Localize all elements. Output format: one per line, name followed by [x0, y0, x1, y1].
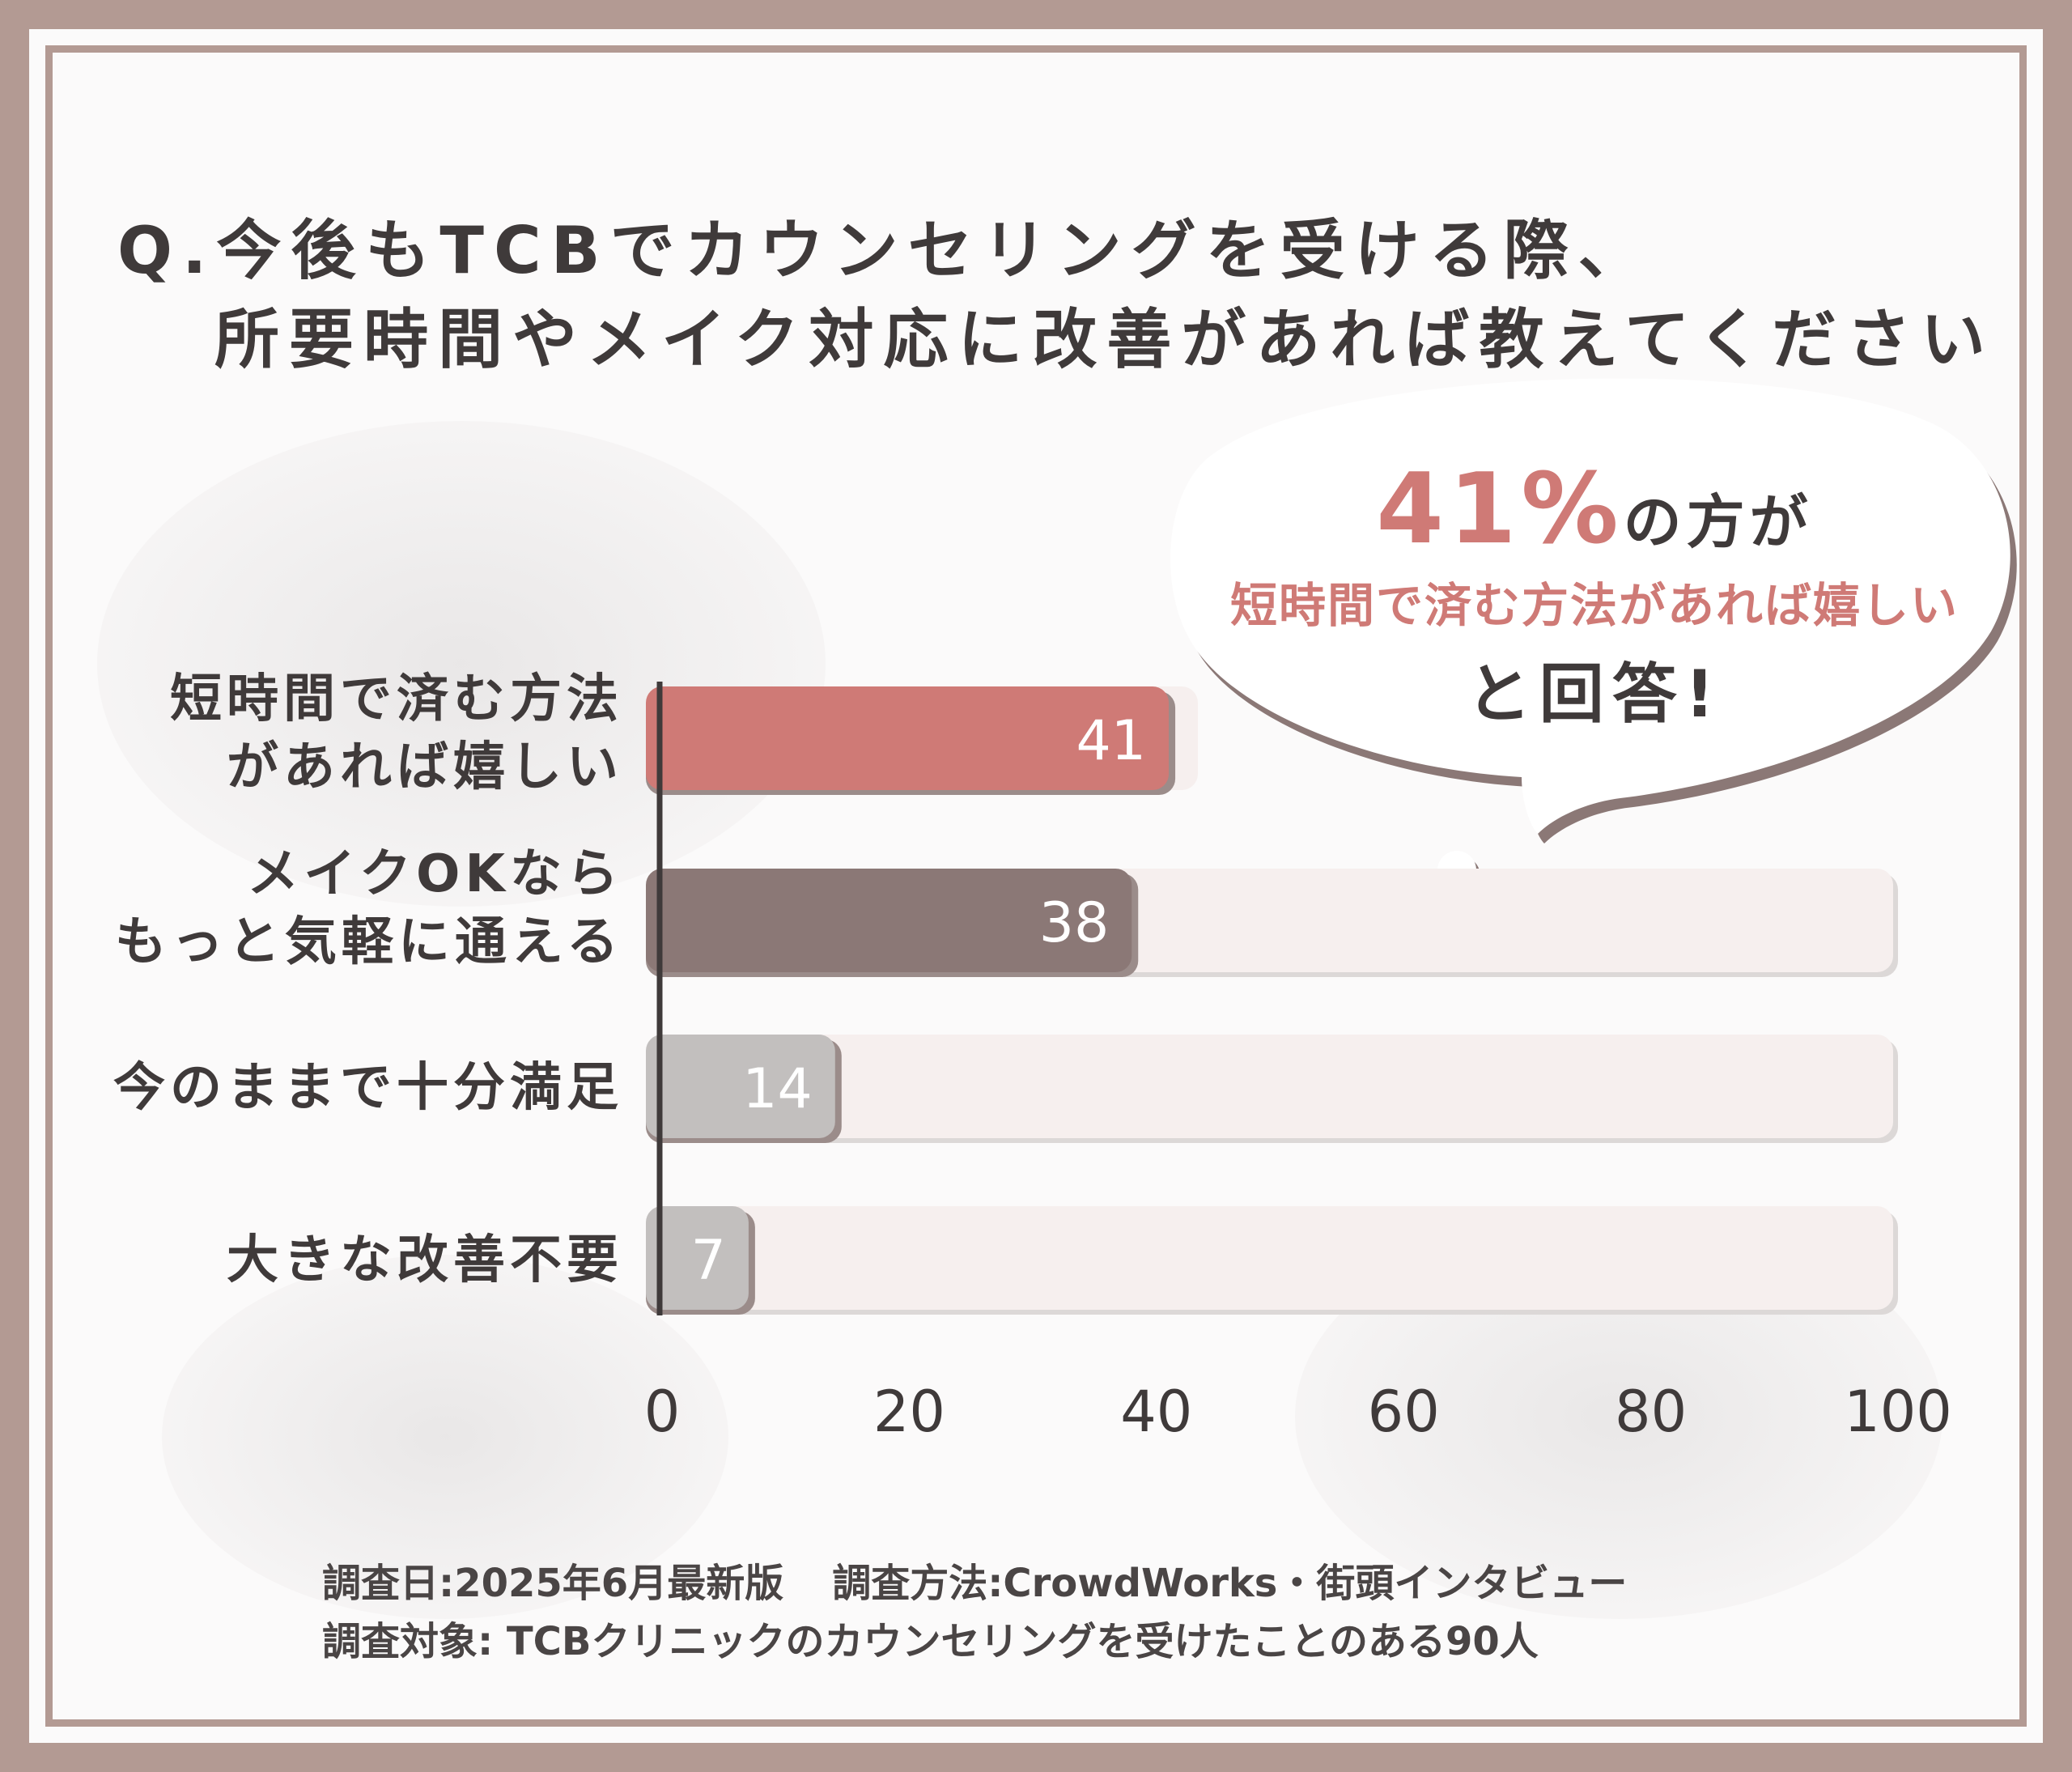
x-tick-label: 20	[873, 1379, 945, 1445]
bar	[646, 1035, 835, 1138]
question-title-line2: 所要時間やメイク対応に改善があれば教えてください	[214, 302, 1995, 377]
bar-track	[662, 1206, 1893, 1310]
callout-text: 41%の方が 短時間で済む方法があれば嬉しい と回答!	[1166, 453, 2023, 736]
bar-value-label: 38	[1039, 891, 1110, 955]
callout-percent: 41%	[1376, 453, 1624, 566]
category-label-line: 大きな改善不要	[227, 1230, 623, 1290]
survey-footer: 調査日:2025年6月最新版 調査方法:CrowdWorks・街頭インタビュー 調…	[322, 1554, 1627, 1671]
category-label: 短時間で済む方法 があれば嬉しい	[170, 665, 623, 801]
category-label-line: もっと気軽に通える	[114, 912, 623, 972]
survey-method: 調査方法:CrowdWorks・街頭インタビュー	[832, 1561, 1628, 1606]
category-label: 大きな改善不要	[227, 1226, 623, 1294]
callout-suffix: の方が	[1623, 488, 1813, 556]
bar-value-label: 41	[1076, 709, 1147, 773]
x-tick-label: 60	[1368, 1379, 1440, 1445]
background-shadow	[162, 1255, 728, 1619]
background-shadow	[97, 421, 826, 907]
bar-value-label: 14	[742, 1057, 813, 1121]
callout-closing: と回答!	[1466, 657, 1723, 732]
question-title-line1: Q.今後もTCBでカウンセリングを受ける際、	[117, 213, 1653, 288]
category-label-line: メイクOKなら	[247, 844, 623, 904]
x-tick-label: 100	[1844, 1379, 1952, 1445]
bar-track	[662, 1035, 1893, 1138]
category-label: メイクOKなら もっと気軽に通える	[115, 840, 623, 976]
bar	[646, 869, 1132, 972]
bar-value-label: 7	[691, 1229, 726, 1293]
bar	[646, 1206, 749, 1310]
bar	[646, 686, 1170, 790]
category-label-line: 今のままで十分満足	[113, 1058, 623, 1118]
callout-headline: 41%の方が	[1166, 453, 2023, 566]
category-label-line: があれば嬉しい	[227, 737, 623, 797]
category-label: 今のままで十分満足	[113, 1054, 623, 1122]
x-tick-label: 0	[644, 1379, 681, 1445]
survey-target: 調査対象: TCBクリニックのカウンセリングを受けたことのある90人	[322, 1619, 1539, 1664]
category-label-line: 短時間で済む方法	[170, 669, 623, 729]
callout-highlight: 短時間で済む方法があれば嬉しい	[1229, 578, 1959, 633]
x-tick-label: 80	[1615, 1379, 1687, 1445]
survey-date: 調査日:2025年6月最新版	[322, 1561, 784, 1606]
x-tick-label: 40	[1120, 1379, 1192, 1445]
